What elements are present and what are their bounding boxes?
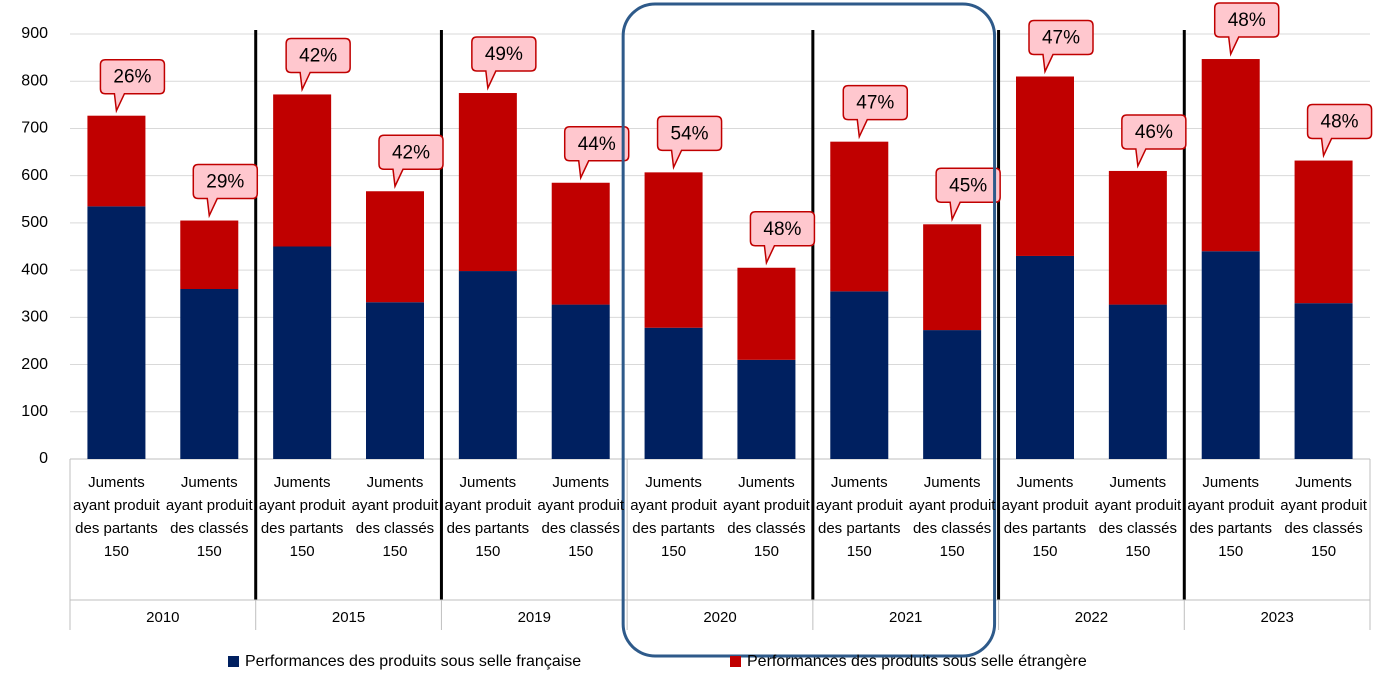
x-tick-label: Juments ayant produit des partants 150 — [444, 474, 532, 560]
y-tick-label: 300 — [21, 309, 48, 326]
x-tick-label: Juments ayant produit des partants 150 — [73, 474, 160, 560]
callout-box — [192, 163, 259, 219]
x-tick-label: Juments ayant produit des partants 150 — [815, 474, 903, 560]
group-label: 2020 — [703, 609, 736, 626]
bar-segment — [1016, 76, 1074, 256]
group-label: 2019 — [518, 609, 551, 626]
x-tick-label: Juments ayant produit des partants 150 — [630, 474, 717, 560]
x-tick-label: Juments ayant produit des partants 150 — [1001, 474, 1089, 560]
callout-box — [749, 211, 816, 266]
bar-segment — [180, 289, 239, 459]
x-tick-label: Juments ayant produit des classés 150 — [351, 474, 439, 560]
y-tick-label: 400 — [21, 261, 48, 278]
callout-box — [285, 37, 351, 93]
bar-segment — [1108, 170, 1167, 305]
bar-segment — [923, 330, 982, 459]
callout-box — [1306, 103, 1373, 159]
callout-label: 48% — [763, 219, 801, 240]
bar-segment — [458, 271, 517, 459]
callout-label: 49% — [485, 44, 523, 65]
bar-segment — [1201, 251, 1260, 459]
callout-box — [1121, 114, 1187, 169]
callout-label: 47% — [856, 93, 894, 114]
group-label: 2023 — [1260, 609, 1293, 626]
bar-segment — [1294, 303, 1353, 459]
bar-segment — [87, 206, 146, 459]
x-tick-label: Juments ayant produit des partants 150 — [258, 474, 346, 560]
callout-label: 29% — [206, 172, 244, 193]
bar-segment — [87, 115, 146, 207]
callout-box — [99, 58, 166, 114]
bar-segment — [737, 267, 796, 360]
y-tick-label: 900 — [21, 25, 48, 42]
x-tick-label: Juments ayant produit des classés 150 — [165, 474, 253, 560]
callout-box — [656, 115, 723, 171]
callout-box — [1213, 2, 1280, 57]
bar-segment — [180, 220, 239, 289]
bar-segment — [273, 246, 332, 459]
x-tick-label: Juments ayant produit des classés 150 — [723, 474, 810, 560]
callout-label: 48% — [1321, 112, 1359, 133]
callout-box — [1028, 19, 1094, 75]
x-tick-label: Juments ayant produit des classés 150 — [908, 474, 996, 560]
callout-label: 26% — [113, 67, 151, 88]
y-tick-label: 700 — [21, 120, 48, 137]
bar-segment — [551, 304, 610, 459]
y-tick-label: 200 — [21, 356, 48, 373]
legend-label: Performances des produits sous selle étr… — [747, 653, 1087, 670]
legend-swatch — [730, 656, 741, 667]
bar-segment — [644, 327, 703, 459]
callout-label: 46% — [1135, 122, 1173, 143]
group-label: 2021 — [889, 609, 922, 626]
y-tick-label: 500 — [21, 214, 48, 231]
bar-segment — [644, 172, 703, 328]
y-tick-label: 800 — [21, 72, 48, 89]
callout-box — [471, 36, 537, 91]
x-tick-label: Juments ayant produit des partants 150 — [1187, 474, 1275, 560]
bar-segment — [366, 302, 424, 459]
bar-segment — [1108, 304, 1167, 459]
highlight-frame — [621, 2, 997, 658]
bar-segment — [1016, 255, 1074, 459]
callout-label: 45% — [949, 175, 987, 196]
x-tick-label: Juments ayant produit des classés 150 — [1094, 474, 1182, 560]
callout-box — [935, 167, 1001, 222]
callout-label: 42% — [299, 45, 337, 66]
callout-box — [378, 134, 444, 189]
callout-label: 54% — [671, 123, 709, 144]
bar-segment — [1294, 160, 1353, 304]
x-tick-label: Juments ayant produit des classés 150 — [537, 474, 625, 560]
callout-label: 47% — [1042, 28, 1080, 49]
legend-label: Performances des produits sous selle fra… — [245, 653, 581, 670]
bar-segment — [366, 191, 424, 303]
y-tick-label: 0 — [39, 450, 48, 467]
legend-swatch — [228, 656, 239, 667]
group-label: 2022 — [1075, 609, 1108, 626]
bar-segment — [273, 94, 332, 247]
callout-label: 42% — [392, 142, 430, 163]
x-tick-label: Juments ayant produit des classés 150 — [1280, 474, 1367, 560]
bar-segment — [923, 224, 982, 331]
callout-box — [563, 126, 630, 181]
callout-box — [842, 84, 909, 140]
bar-segment — [458, 93, 517, 272]
group-label: 2015 — [332, 609, 365, 626]
bar-segment — [830, 291, 889, 459]
bar-segment — [830, 141, 889, 292]
callout-label: 44% — [578, 134, 616, 155]
callout-label: 48% — [1228, 10, 1266, 31]
group-label: 2010 — [146, 609, 179, 626]
y-tick-label: 100 — [21, 403, 48, 420]
y-tick-label: 600 — [21, 167, 48, 184]
bar-segment — [737, 359, 796, 459]
bar-segment — [551, 182, 610, 305]
bar-segment — [1201, 59, 1260, 252]
